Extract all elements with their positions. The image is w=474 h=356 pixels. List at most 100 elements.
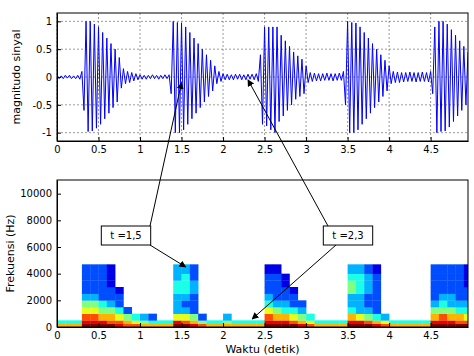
heatmap-cell — [339, 320, 348, 324]
heatmap-cell — [447, 300, 456, 307]
heatmap-cell — [456, 287, 465, 294]
heatmap-cell — [447, 307, 456, 314]
heatmap-cell — [348, 294, 357, 301]
x-tick-mark — [389, 323, 390, 327]
signal-line — [57, 21, 468, 132]
x-tick-label: 4 — [386, 330, 392, 341]
heatmap-cell — [90, 264, 99, 274]
y-axis-line — [57, 181, 58, 328]
heatmap-cell — [289, 294, 298, 301]
heatmap-cell — [57, 320, 66, 324]
heatmap-cell — [265, 314, 274, 321]
heatmap-cell — [215, 320, 224, 324]
heatmap-cell — [173, 314, 182, 321]
heatmap-cell — [431, 320, 440, 324]
x-tick-mark — [223, 137, 224, 141]
heatmap-cell — [140, 314, 149, 321]
heatmap-cell — [182, 287, 191, 294]
grid-line-x — [140, 13, 141, 141]
y-tick-label: 8000 — [27, 215, 52, 226]
x-tick-mark — [223, 323, 224, 327]
heatmap-cell — [132, 314, 141, 321]
heatmap-cell — [90, 307, 99, 314]
heatmap-cell — [173, 300, 182, 307]
heatmap-cell — [182, 320, 191, 324]
heatmap-cell — [447, 274, 456, 281]
heatmap-cell — [182, 294, 191, 301]
heatmap-cell — [406, 320, 415, 324]
grid — [57, 13, 468, 141]
heatmap-cell — [431, 314, 440, 321]
x-tick-mark — [99, 137, 100, 141]
plot-background — [57, 13, 468, 141]
heatmap-cell — [373, 300, 382, 307]
heatmap-cell — [306, 314, 315, 321]
x-axis-line — [58, 141, 469, 142]
x-tick-label: 0 — [54, 330, 60, 341]
heatmap-cell — [140, 320, 149, 324]
heatmap-cell — [364, 274, 373, 281]
heatmap-cell — [281, 300, 290, 307]
heatmap-cell — [431, 274, 440, 281]
heatmap-cell — [182, 274, 191, 281]
heatmap-cell — [373, 264, 382, 274]
x-tick: 3 — [303, 137, 309, 155]
heatmap-cell — [356, 287, 365, 294]
heatmap-cell — [115, 287, 124, 294]
heatmap-cell — [464, 300, 468, 307]
heatmap-cell — [447, 264, 456, 274]
heatmap-cell — [439, 294, 448, 301]
heatmap-cell — [90, 280, 99, 287]
x-tick-mark — [99, 323, 100, 327]
grid-line-y — [57, 132, 468, 133]
heatmap-cell — [74, 320, 83, 324]
heatmap-cell — [281, 307, 290, 314]
heatmap-cell — [348, 274, 357, 281]
heatmap-cell — [99, 274, 108, 281]
heatmap-cell — [356, 314, 365, 321]
heatmap-cell — [456, 280, 465, 287]
plot-frame — [57, 13, 468, 141]
heatmap-cell — [356, 307, 365, 314]
heatmap-cell — [99, 287, 108, 294]
heatmap-cell — [439, 280, 448, 287]
x-axis: 00.511.522.533.544.5 — [54, 137, 468, 155]
x-tick-mark — [265, 137, 266, 141]
heatmap-cell — [107, 314, 116, 321]
x-tick-label: 4 — [386, 144, 392, 155]
heatmap-cell — [115, 307, 124, 314]
heatmap-cell — [223, 320, 232, 324]
heatmap-cell — [464, 294, 468, 301]
heatmap-cell — [314, 320, 323, 324]
heatmap-cell — [190, 307, 199, 314]
heatmap-cell — [90, 287, 99, 294]
heatmap-cell — [281, 294, 290, 301]
heatmap-cell — [190, 280, 199, 287]
heatmap-cell — [107, 294, 116, 301]
heatmap-cell — [431, 280, 440, 287]
heatmap-cell — [273, 280, 282, 287]
x-tick: 2 — [220, 323, 226, 341]
heatmap-cell — [456, 307, 465, 314]
x-tick: 0.5 — [91, 323, 107, 341]
heatmap-cell — [90, 300, 99, 307]
heatmap-cell — [90, 294, 99, 301]
heatmap-cell — [231, 320, 240, 324]
figure: 00.511.522.533.544.5-1-0.500.51magnitudo… — [0, 0, 474, 356]
heatmap-cell — [397, 320, 406, 324]
heatmap-cell — [173, 307, 182, 314]
heatmap-cell — [431, 294, 440, 301]
x-tick-label: 2.5 — [257, 330, 273, 341]
panel-1: 00.511.522.533.544.502000400060008000100… — [4, 180, 472, 356]
y-tick-mark — [57, 220, 61, 221]
annotation-text: t =2,3 — [332, 230, 363, 241]
grid-line-y — [57, 21, 468, 22]
y-tick-label: 10000 — [20, 188, 52, 199]
heatmap-cell — [148, 320, 157, 324]
heatmap-cell — [456, 274, 465, 281]
heatmap-cell — [82, 314, 91, 321]
data-area — [57, 264, 468, 327]
heatmap-cell — [281, 274, 290, 281]
annotation-box — [323, 226, 372, 245]
heatmap-cell — [273, 307, 282, 314]
